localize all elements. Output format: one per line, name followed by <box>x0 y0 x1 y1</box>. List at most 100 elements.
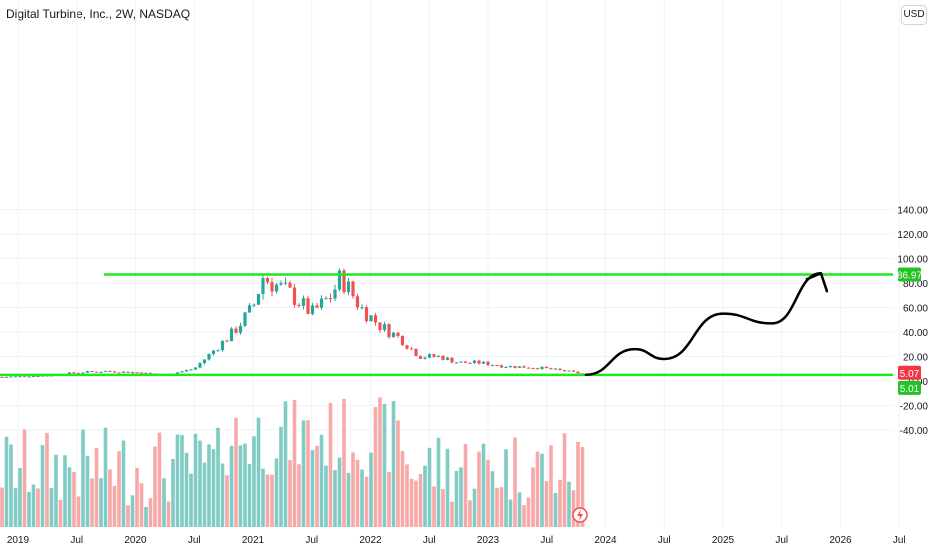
volume-bar <box>234 417 238 527</box>
candle-body <box>508 365 513 368</box>
candle-body <box>391 332 396 338</box>
candle-body <box>265 278 270 283</box>
candle-body <box>405 345 409 349</box>
x-tick-label: 2020 <box>124 535 147 546</box>
volume-bar <box>274 458 279 527</box>
volume-bar <box>315 445 319 527</box>
candle-body <box>315 305 319 308</box>
x-tick-label: Jul <box>775 535 788 546</box>
candle-body <box>238 325 243 333</box>
volume-bar <box>126 505 130 527</box>
candle-body <box>481 361 486 364</box>
lightning-icon[interactable] <box>572 507 588 523</box>
candle-body <box>67 372 72 375</box>
volume-bar <box>144 506 148 527</box>
candle-body <box>207 353 211 360</box>
candle-body <box>418 356 423 359</box>
volume-bar <box>108 469 112 527</box>
volume-bar <box>252 436 256 527</box>
volume-bar <box>247 463 252 527</box>
price-axis[interactable]: 140.00120.00100.0080.0060.0040.0020.000.… <box>897 206 928 438</box>
volume-bar <box>265 474 270 527</box>
candle-body <box>310 305 315 314</box>
candle-body <box>229 328 234 342</box>
volume-bar <box>508 499 513 527</box>
volume-bar <box>459 467 463 527</box>
volume-bar <box>558 479 562 527</box>
candle-body <box>477 360 481 364</box>
projection-drawing[interactable] <box>584 271 829 377</box>
volume-bar <box>36 488 40 527</box>
x-tick-label: Jul <box>188 535 201 546</box>
candle-body <box>549 368 553 370</box>
candle-body <box>499 365 504 368</box>
candle-body <box>99 371 103 373</box>
candle-body <box>112 371 117 373</box>
level-lines[interactable] <box>0 273 893 377</box>
volume-bar <box>63 455 67 527</box>
volume-bar <box>112 485 117 527</box>
volume-bar <box>351 452 355 527</box>
volume-bar <box>540 453 544 527</box>
x-tick-label: 2025 <box>712 535 735 546</box>
candle-body <box>400 335 405 346</box>
volume-bar <box>4 436 9 527</box>
candle-body <box>0 376 4 378</box>
volume-bar <box>360 469 364 527</box>
candle-body <box>306 298 310 314</box>
candle-body <box>252 304 256 306</box>
candle-body <box>472 360 477 363</box>
candle-body <box>436 355 441 357</box>
volume-bar <box>211 449 216 527</box>
candle-body <box>535 368 540 370</box>
volume-bar <box>387 471 391 527</box>
candle-body <box>193 367 198 370</box>
candle-body <box>490 365 495 367</box>
candle-body <box>18 376 22 378</box>
volume-bar <box>427 447 432 527</box>
last-price-label: 5.07 <box>900 369 920 380</box>
volume-bar <box>409 478 414 527</box>
candle-body <box>135 372 139 374</box>
candle-body <box>126 371 130 373</box>
x-tick-label: Jul <box>893 535 906 546</box>
candle-body <box>225 340 229 342</box>
candle-body <box>360 307 364 309</box>
candle-body <box>9 376 13 378</box>
volume-bar <box>94 448 99 527</box>
x-tick-label: Jul <box>423 535 436 546</box>
candle-body <box>76 372 81 374</box>
candle-body <box>81 372 85 374</box>
candle-body <box>247 305 252 313</box>
volume-bar <box>139 483 144 527</box>
candle-body <box>342 270 346 293</box>
volume-bar <box>202 462 207 527</box>
candle-body <box>463 361 468 363</box>
volume-bar <box>49 488 54 527</box>
volume-bar <box>364 476 369 527</box>
volume-bar <box>157 432 162 527</box>
volume-bar <box>369 452 373 527</box>
volume-bar <box>571 490 576 527</box>
candle-body <box>216 350 220 352</box>
time-axis[interactable]: 2019 Jul 2020 Jul 2021 Jul 2022 Jul 2023 Jul 2024 J… <box>7 535 906 546</box>
volume-bar <box>567 481 571 527</box>
volume-bar <box>477 451 481 527</box>
candle-body <box>31 376 36 378</box>
level-high-badge <box>898 267 921 282</box>
candle-body <box>279 283 283 285</box>
candles <box>0 268 585 378</box>
volume-bar <box>450 501 454 527</box>
volume-bar <box>261 468 265 527</box>
candle-body <box>414 348 418 357</box>
volume-bar <box>481 443 486 527</box>
volume-bar <box>220 463 225 527</box>
candle-body <box>522 366 526 368</box>
candle-body <box>324 298 328 300</box>
volume-bar <box>517 492 522 527</box>
currency-button[interactable]: USD <box>901 5 927 25</box>
volume-bar <box>441 489 445 527</box>
candle-body <box>558 368 562 370</box>
volume-bar <box>468 500 472 527</box>
